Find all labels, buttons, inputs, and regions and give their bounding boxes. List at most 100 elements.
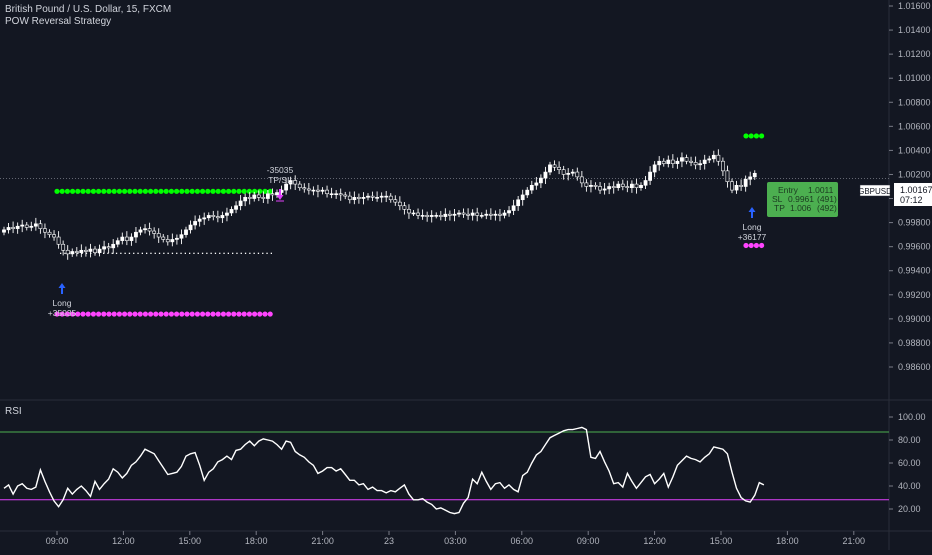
candle-body: [625, 186, 630, 189]
sl-level-dot: [158, 311, 164, 317]
candle-body: [220, 215, 225, 219]
candle-body: [325, 189, 329, 195]
candle-body: [56, 236, 61, 245]
candle-body: [247, 197, 252, 199]
sl-level-dot: [759, 242, 765, 249]
candle-body: [375, 197, 380, 199]
candle-body: [470, 212, 475, 216]
candle-body: [543, 171, 548, 179]
candle-body: [657, 160, 662, 166]
trade-tp-label: TP: [774, 203, 785, 213]
candle-body: [548, 164, 552, 173]
strategy-levels: [54, 133, 765, 317]
candle-body: [411, 212, 416, 215]
sl-level-dot: [748, 242, 754, 249]
entry-level-dot: [81, 252, 83, 254]
candle-body: [629, 183, 634, 189]
tp-level-dot: [267, 188, 273, 194]
candle-body: [711, 154, 716, 160]
candle-body: [429, 215, 434, 217]
candle-body: [329, 193, 334, 196]
entry-level-dot: [189, 252, 191, 254]
candle-body: [156, 233, 161, 238]
tp-level-dot: [200, 188, 206, 194]
candle-body: [434, 215, 439, 217]
trade-entry-value: 1.0011: [808, 185, 834, 195]
candle-body: [143, 228, 147, 231]
rsi-pane: [0, 426, 889, 515]
candle-body: [438, 215, 443, 217]
long-signal-value: +35035: [48, 308, 77, 318]
sl-level-dot: [137, 311, 143, 317]
candle-body: [420, 215, 425, 217]
candle-body: [730, 181, 734, 191]
candle-body: [316, 189, 320, 192]
entry-level-dot: [167, 252, 169, 254]
trade-tp-pips: (492): [817, 203, 837, 213]
candle-body: [288, 180, 293, 185]
tp-level-dot: [101, 188, 107, 194]
candle-body: [2, 229, 6, 233]
tp-level-dot: [759, 133, 765, 139]
candle-body: [675, 160, 680, 164]
price-tick-label: 1.01200: [898, 49, 931, 59]
time-tick-label: 06:00: [511, 536, 534, 546]
candle-body: [6, 227, 11, 231]
candle-body: [211, 215, 216, 217]
tp-level-dot: [142, 188, 148, 194]
tp-level-dot: [59, 188, 65, 194]
candles: [2, 149, 757, 260]
candle-body: [252, 194, 257, 199]
candle-body: [616, 183, 621, 189]
candle-body: [97, 248, 102, 253]
candle-body: [297, 183, 302, 189]
price-tick-label: 1.01600: [898, 1, 931, 11]
tp-level-dot: [743, 133, 749, 139]
candle-body: [557, 166, 562, 170]
tp-level-dot: [116, 188, 122, 194]
candle-body: [611, 186, 616, 189]
candle-body: [293, 180, 298, 185]
long-signal-arrow: [748, 207, 756, 218]
candle-body: [720, 160, 725, 172]
trade-entry-label: Entry: [778, 185, 799, 195]
candle-body: [15, 225, 20, 229]
price-tick-label: 0.99600: [898, 242, 931, 252]
sl-level-dot: [75, 311, 81, 317]
entry-level-dot: [262, 252, 264, 254]
candle-body: [584, 182, 589, 187]
entry-level-dot: [154, 252, 156, 254]
candle-body: [270, 193, 275, 196]
candle-body: [393, 199, 398, 203]
candle-body: [243, 197, 248, 202]
candle-body: [70, 251, 75, 255]
time-tick-label: 18:00: [245, 536, 268, 546]
candle-body: [138, 229, 143, 233]
entry-level-dot: [146, 252, 148, 254]
candle-body: [11, 227, 16, 229]
trade-sl-label: SL: [772, 194, 783, 204]
candle-body: [225, 212, 229, 216]
candle-body: [102, 246, 107, 250]
candle-body: [634, 183, 639, 189]
candle-body: [356, 197, 361, 199]
candle-body: [175, 237, 179, 240]
candle-body: [716, 154, 721, 162]
time-tick-label: 23: [384, 536, 394, 546]
candle-body: [302, 187, 307, 190]
candle-body: [725, 170, 730, 182]
entry-level-dot: [227, 252, 229, 254]
trade-tp-value: 1.006: [790, 203, 812, 213]
entry-level-dot: [120, 252, 122, 254]
tp-level-dot: [257, 188, 263, 194]
price-tick-label: 1.01400: [898, 25, 931, 35]
entry-level-dot: [115, 252, 118, 254]
sl-level-dot: [257, 311, 263, 317]
candle-body: [425, 215, 430, 217]
candle-body: [620, 183, 625, 187]
sl-level-dot: [267, 311, 273, 317]
tp-level-dot: [127, 188, 133, 194]
sl-level-dot: [116, 311, 122, 317]
